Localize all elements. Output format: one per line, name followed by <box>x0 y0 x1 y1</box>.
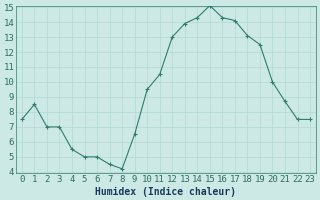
X-axis label: Humidex (Indice chaleur): Humidex (Indice chaleur) <box>95 186 236 197</box>
